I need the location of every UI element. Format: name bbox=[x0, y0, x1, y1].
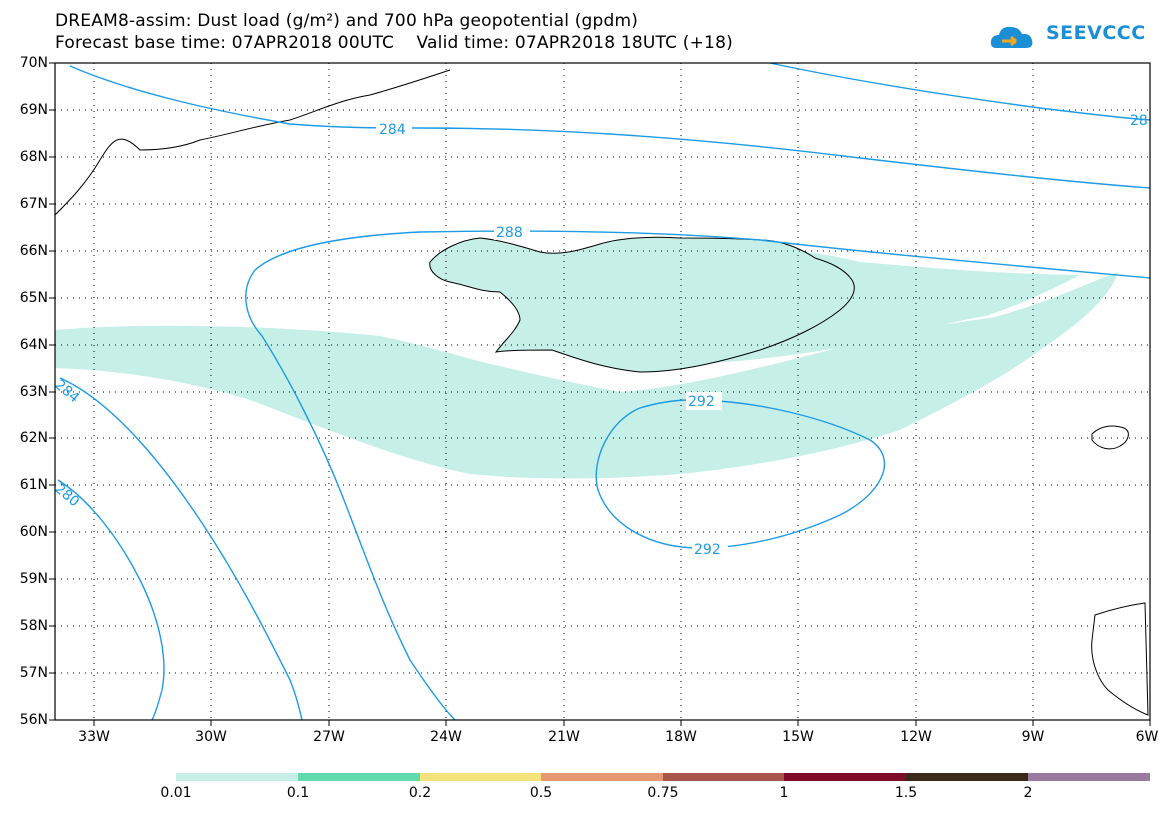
colorbar-segment bbox=[906, 773, 1028, 781]
contour-292 bbox=[595, 399, 886, 549]
contour-label-284-sw: 284 bbox=[51, 377, 82, 406]
lon-label: 21W bbox=[548, 729, 580, 745]
colorbar-segment bbox=[1028, 773, 1150, 781]
lon-label: 12W bbox=[900, 729, 932, 745]
lon-label: 6W bbox=[1135, 729, 1159, 745]
lat-label: 70N bbox=[19, 55, 48, 71]
lat-label: 58N bbox=[19, 618, 48, 634]
lat-label: 64N bbox=[19, 337, 48, 353]
colorbar-label: 0.01 bbox=[160, 785, 192, 801]
colorbar-label: 0.1 bbox=[286, 785, 310, 801]
contour-288 bbox=[245, 230, 1151, 721]
lat-label: 66N bbox=[19, 243, 48, 259]
colorbar-segment bbox=[298, 773, 420, 781]
colorbar-segment bbox=[541, 773, 663, 781]
greenland-coast bbox=[54, 69, 451, 216]
colorbar bbox=[176, 773, 1150, 781]
lat-label: 65N bbox=[19, 290, 48, 306]
lat-label: 61N bbox=[19, 477, 48, 493]
colorbar-label: 1 bbox=[779, 785, 789, 801]
colorbar-label: 0.5 bbox=[529, 785, 553, 801]
seevccc-logo bbox=[990, 26, 1033, 48]
coastlines bbox=[54, 69, 1149, 716]
lat-label: 68N bbox=[19, 149, 48, 165]
lon-label: 15W bbox=[782, 729, 814, 745]
scotland-coast bbox=[1091, 602, 1149, 716]
contour-label-284: 284 bbox=[379, 122, 406, 138]
lon-label: 33W bbox=[78, 729, 110, 745]
dust-area-light bbox=[55, 272, 1118, 479]
colorbar-segment bbox=[420, 773, 541, 781]
map-subtitle: Forecast base time: 07APR2018 00UTC Vali… bbox=[55, 33, 733, 53]
graticule bbox=[55, 63, 1150, 720]
lon-label: 27W bbox=[313, 729, 345, 745]
map-title: DREAM8-assim: Dust load (g/m²) and 700 h… bbox=[55, 11, 639, 31]
lat-label: 69N bbox=[19, 102, 48, 118]
lat-label: 67N bbox=[19, 196, 48, 212]
lon-label: 9W bbox=[1021, 729, 1045, 745]
contour-label-292-north: 292 bbox=[688, 394, 715, 410]
lat-label: 63N bbox=[19, 384, 48, 400]
contour-28-ne bbox=[769, 62, 1151, 121]
contour-284-north bbox=[69, 65, 1151, 189]
contour-label-288: 288 bbox=[496, 225, 523, 241]
geopotential-contours bbox=[57, 62, 1151, 721]
contour-label-280: 280 bbox=[51, 481, 82, 510]
colorbar-segment bbox=[176, 773, 298, 781]
lat-label: 57N bbox=[19, 665, 48, 681]
lat-label: 59N bbox=[19, 571, 48, 587]
iceland-coast bbox=[429, 236, 855, 373]
contour-280-sw bbox=[57, 479, 165, 721]
colorbar-segment bbox=[663, 773, 784, 781]
colorbar-segment bbox=[784, 773, 906, 781]
lat-label: 62N bbox=[19, 430, 48, 446]
lat-label: 56N bbox=[19, 712, 48, 728]
lon-label: 30W bbox=[195, 729, 227, 745]
lon-label: 24W bbox=[430, 729, 462, 745]
lat-label: 60N bbox=[19, 524, 48, 540]
lon-label: 18W bbox=[665, 729, 697, 745]
colorbar-label: 2 bbox=[1023, 785, 1033, 801]
contour-label-28-edge: 28 bbox=[1130, 113, 1148, 129]
colorbar-label: 0.75 bbox=[647, 785, 679, 801]
colorbar-label: 0.2 bbox=[408, 785, 432, 801]
contour-label-292-south: 292 bbox=[694, 542, 721, 558]
colorbar-label: 1.5 bbox=[894, 785, 918, 801]
faroe-coast bbox=[1091, 425, 1129, 450]
axis-ticks bbox=[49, 62, 1151, 726]
logo-wordmark: SEEVCCC bbox=[1046, 22, 1146, 44]
contour-284-sw bbox=[59, 377, 303, 721]
